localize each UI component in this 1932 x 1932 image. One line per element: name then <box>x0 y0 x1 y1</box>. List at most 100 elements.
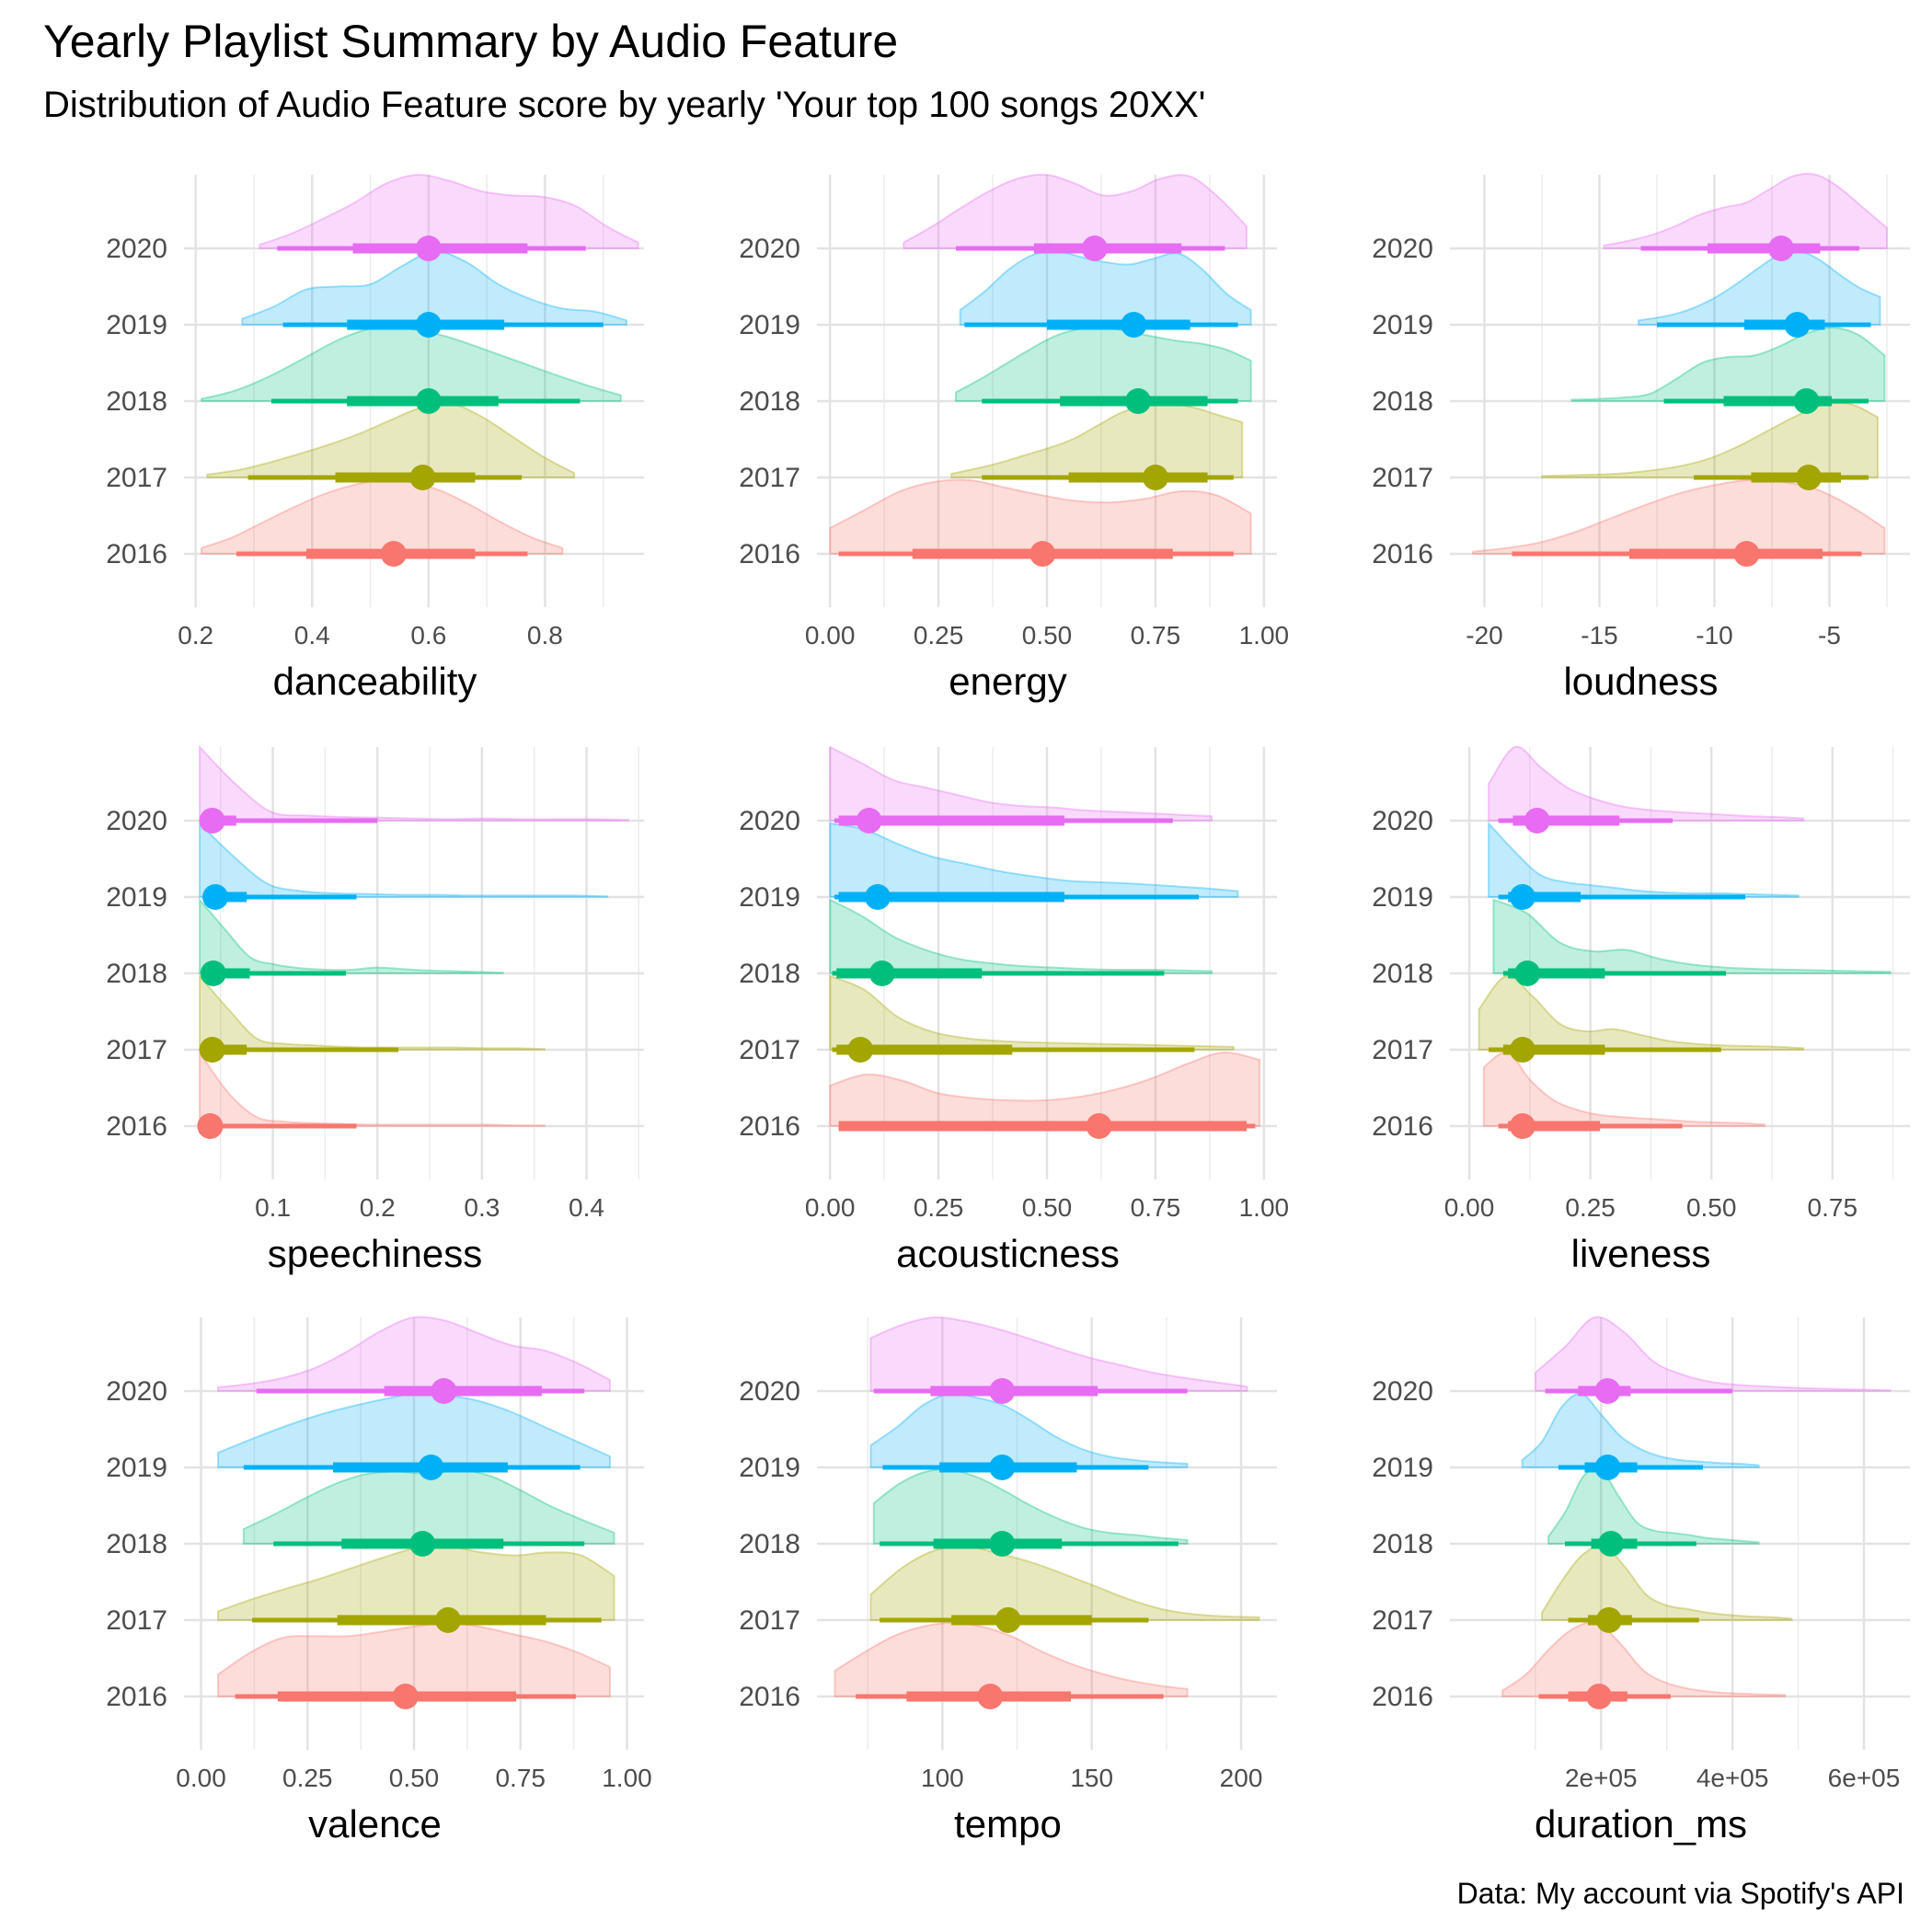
density-ridge-2019 <box>1521 1392 1760 1468</box>
density-ridge-2019 <box>959 249 1252 326</box>
median-point-2018 <box>989 1531 1016 1557</box>
panel-energy: 0.00 0.25 0.50 0.75 1.00 2016 2017 2018 2019 2020… <box>739 173 1289 703</box>
x-tick-label: 0.25 <box>1565 1193 1616 1222</box>
y-tick-label: 2019 <box>1372 310 1433 340</box>
density-ridge-2020 <box>869 1316 1248 1392</box>
x-tick-label: 0.50 <box>1022 1193 1073 1222</box>
density-ridge-2020 <box>199 744 629 822</box>
median-point-2016 <box>977 1684 1004 1709</box>
density-ridge-2016 <box>1501 1621 1787 1697</box>
median-point-2017 <box>1796 465 1822 490</box>
y-tick-label: 2016 <box>1372 1682 1433 1712</box>
y-tick-label: 2019 <box>106 882 167 913</box>
y-tick-label: 2020 <box>1372 806 1433 836</box>
median-point-2017 <box>435 1607 462 1633</box>
median-point-2016 <box>392 1684 419 1709</box>
y-tick-label: 2019 <box>739 1453 800 1483</box>
y-tick-label: 2018 <box>739 1529 800 1559</box>
x-tick-label: 0.00 <box>176 1764 226 1792</box>
density-ridge-2020 <box>829 745 1213 822</box>
median-point-2019 <box>989 1455 1016 1480</box>
median-point-2018 <box>1793 388 1820 414</box>
density-ridge-2016 <box>199 1049 546 1127</box>
median-point-2016 <box>1586 1684 1613 1709</box>
density-ridge-2019 <box>829 822 1239 898</box>
x-tick-label: 0.1 <box>255 1193 291 1222</box>
x-tick-label: 0.3 <box>464 1193 500 1222</box>
x-tick-label: 150 <box>1070 1764 1113 1792</box>
y-tick-label: 2016 <box>739 1111 800 1142</box>
median-point-2018 <box>415 388 442 414</box>
median-point-2018 <box>1125 388 1152 414</box>
y-tick-label: 2020 <box>739 806 800 836</box>
x-tick-label: 0.4 <box>569 1193 604 1222</box>
panel-valence: 0.00 0.25 0.50 0.75 1.00 2016 2017 2018 2019 2020… <box>106 1316 652 1846</box>
y-tick-label: 2019 <box>1372 1453 1433 1483</box>
y-tick-label: 2016 <box>739 539 800 569</box>
density-ridge-2016 <box>834 1621 1189 1697</box>
panel-acousticness: 0.00 0.25 0.50 0.75 1.00 2016 2017 2018 2019 2020… <box>739 745 1290 1275</box>
x-tick-label: 0.25 <box>914 1193 964 1222</box>
median-point-2017 <box>847 1037 874 1063</box>
y-tick-label: 2019 <box>106 310 167 340</box>
density-ridge-2020 <box>217 1316 611 1392</box>
density-ridge-2016 <box>829 1051 1261 1127</box>
x-tick-label: -20 <box>1466 621 1502 650</box>
density-ridge-2019 <box>1638 249 1881 326</box>
density-ridge-2017 <box>950 402 1244 478</box>
y-tick-label: 2017 <box>1372 1035 1433 1065</box>
x-axis-title: duration_ms <box>1535 1802 1747 1846</box>
chart-title: Yearly Playlist Summary by Audio Feature <box>43 16 899 67</box>
x-axis-title: loudness <box>1563 660 1718 703</box>
panel-liveness: 0.00 0.25 0.50 0.75 2016 2017 2018 2019 2020 live… <box>1372 745 1910 1275</box>
median-point-2017 <box>409 465 436 490</box>
median-point-2020 <box>1081 236 1108 261</box>
median-point-2017 <box>1595 1607 1622 1633</box>
x-tick-label: 0.25 <box>914 621 964 650</box>
median-point-2016 <box>1029 541 1056 567</box>
y-tick-label: 2019 <box>739 310 800 340</box>
y-tick-label: 2017 <box>739 1605 800 1636</box>
median-point-2016 <box>1509 1113 1535 1139</box>
panel-tempo: 100 150 200 2016 2017 2018 2019 2020 tempo <box>739 1316 1277 1846</box>
panel-loudness: -20 -15 -10 -5 2016 2017 2018 2019 2020 loudness <box>1372 172 1910 703</box>
x-tick-label: 0.50 <box>1686 1193 1737 1222</box>
density-ridge-2017 <box>206 402 576 478</box>
median-point-2017 <box>995 1607 1021 1633</box>
median-point-2020 <box>1768 236 1794 261</box>
y-tick-label: 2016 <box>1372 539 1433 569</box>
y-tick-label: 2020 <box>106 1376 167 1407</box>
density-ridge-2020 <box>1603 172 1888 249</box>
median-point-2019 <box>418 1455 444 1480</box>
x-tick-label: 0.50 <box>389 1764 440 1792</box>
x-tick-label: 0.75 <box>1131 621 1181 650</box>
median-point-2019 <box>1594 1455 1621 1480</box>
x-axis-title: valence <box>308 1802 442 1846</box>
chart-caption: Data: My account via Spotify's API <box>1456 1877 1904 1910</box>
y-tick-label: 2018 <box>1372 386 1433 417</box>
x-tick-label: 1.00 <box>1239 1193 1290 1222</box>
x-tick-label: 0.00 <box>805 621 856 650</box>
density-ridge-2016 <box>1482 1051 1766 1127</box>
x-tick-label: 0.8 <box>527 621 563 650</box>
y-tick-label: 2016 <box>1372 1111 1433 1142</box>
x-tick-label: 0.75 <box>1808 1193 1858 1222</box>
density-ridge-2019 <box>869 1392 1189 1468</box>
median-point-2016 <box>1733 541 1760 567</box>
panel-speechiness: 0.1 0.2 0.3 0.4 2016 2017 2018 2019 2020 speechin… <box>106 744 644 1275</box>
y-tick-label: 2018 <box>739 959 800 989</box>
median-point-2019 <box>1509 884 1535 910</box>
median-point-2019 <box>202 884 229 910</box>
y-tick-label: 2017 <box>739 1035 800 1065</box>
y-tick-label: 2017 <box>106 1035 167 1065</box>
density-ridge-2017 <box>1478 974 1805 1051</box>
median-point-2020 <box>1594 1378 1621 1404</box>
density-ridge-2019 <box>1488 821 1800 898</box>
median-point-2018 <box>200 960 226 986</box>
median-point-2018 <box>409 1531 436 1557</box>
density-ridge-2016 <box>217 1621 611 1697</box>
x-tick-label: 0.2 <box>178 621 213 650</box>
y-tick-label: 2018 <box>106 1529 167 1559</box>
x-tick-label: 0.75 <box>1131 1193 1181 1222</box>
y-tick-label: 2020 <box>106 234 167 264</box>
